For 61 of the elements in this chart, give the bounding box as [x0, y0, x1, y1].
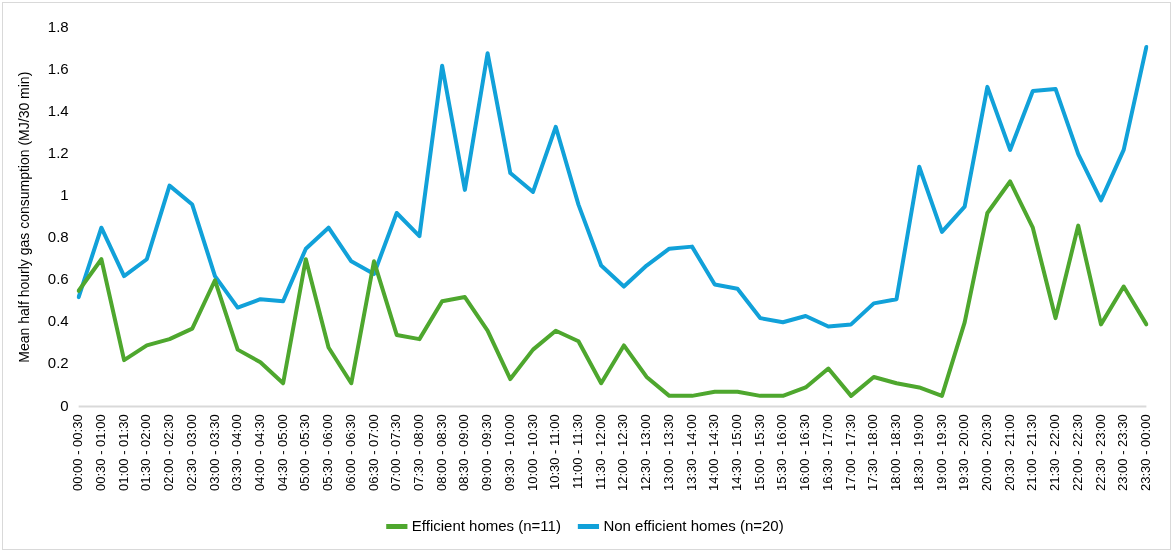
y-tick-label: 0.4 — [47, 312, 69, 330]
x-tick-label: 23:00 - 23:30 — [1115, 414, 1131, 492]
x-tick-label: 20:30 - 21:00 — [1001, 414, 1017, 492]
x-tick-label: 08:30 - 09:00 — [456, 414, 472, 492]
x-tick-label: 21:00 - 21:30 — [1024, 414, 1040, 492]
x-tick-label: 16:00 - 16:30 — [797, 414, 813, 492]
x-tick-label: 11:30 - 12:00 — [592, 414, 608, 491]
legend-label: Efficient homes (n=11) — [411, 516, 561, 534]
x-tick-label: 21:30 - 22:00 — [1047, 414, 1063, 492]
x-tick-label: 19:00 - 19:30 — [933, 414, 949, 492]
y-tick-label: 1 — [60, 186, 69, 204]
y-tick-label: 0.8 — [47, 228, 69, 246]
x-tick-label: 05:30 - 06:00 — [320, 414, 336, 492]
x-tick-label: 08:00 - 08:30 — [433, 414, 449, 492]
x-tick-label: 06:00 - 06:30 — [342, 414, 358, 492]
x-tick-label: 19:30 - 20:00 — [956, 414, 972, 492]
x-tick-label: 22:00 - 22:30 — [1069, 414, 1085, 492]
x-tick-label: 12:00 - 12:30 — [615, 414, 631, 492]
x-tick-label: 04:30 - 05:00 — [274, 414, 290, 492]
y-tick-label: 1.4 — [47, 102, 69, 120]
legend-label: Non efficient homes (n=20) — [603, 516, 784, 534]
y-tick-label: 0.2 — [47, 354, 69, 372]
x-tick-label: 06:30 - 07:00 — [365, 414, 381, 492]
x-tick-label: 03:00 - 03:30 — [206, 414, 222, 492]
x-tick-label: 00:30 - 01:00 — [92, 414, 108, 492]
x-tick-label: 01:30 - 02:00 — [138, 414, 154, 492]
y-tick-label: 1.6 — [47, 60, 69, 78]
x-tick-label: 05:00 - 05:30 — [297, 414, 313, 492]
y-tick-label: 1.8 — [47, 18, 69, 36]
x-tick-label: 17:30 - 18:00 — [865, 414, 881, 492]
x-tick-label: 18:00 - 18:30 — [888, 414, 904, 492]
x-tick-label: 23:30 - 00:00 — [1137, 414, 1153, 492]
x-tick-label: 00:00 - 00:30 — [70, 414, 86, 492]
y-tick-label: 1.2 — [47, 144, 69, 162]
x-tick-label: 07:00 - 07:30 — [388, 414, 404, 492]
x-tick-label: 03:30 - 04:00 — [229, 414, 245, 492]
x-tick-label: 09:30 - 10:00 — [501, 414, 517, 492]
x-tick-label: 04:00 - 04:30 — [251, 414, 267, 492]
x-tick-label: 11:00 - 11:30 — [570, 414, 586, 490]
x-tick-label: 22:30 - 23:00 — [1092, 414, 1108, 492]
x-tick-label: 02:30 - 03:00 — [183, 414, 199, 492]
x-tick-label: 12:30 - 13:00 — [638, 414, 654, 492]
y-axis-title: Mean half hourly gas consumption (MJ/30 min) — [16, 71, 33, 363]
x-tick-label: 10:30 - 11:00 — [547, 414, 563, 491]
x-tick-label: 07:30 - 08:00 — [411, 414, 426, 492]
x-tick-label: 01:00 - 01:30 — [115, 414, 131, 492]
x-tick-label: 17:00 - 17:30 — [842, 414, 858, 492]
x-tick-label: 10:00 - 10:30 — [524, 414, 540, 492]
x-tick-label: 20:00 - 20:30 — [978, 414, 994, 492]
x-tick-label: 14:00 - 14:30 — [706, 414, 722, 492]
x-tick-label: 16:30 - 17:00 — [819, 414, 835, 492]
x-tick-label: 14:30 - 15:00 — [729, 414, 745, 492]
x-tick-label: 15:00 - 15:30 — [751, 414, 767, 492]
x-tick-label: 13:00 - 13:30 — [660, 414, 676, 492]
y-tick-label: 0 — [60, 396, 69, 414]
x-tick-label: 15:30 - 16:00 — [774, 414, 790, 492]
x-tick-label: 09:00 - 09:30 — [479, 414, 495, 492]
x-tick-label: 13:30 - 14:00 — [683, 414, 699, 492]
x-tick-label: 02:00 - 02:30 — [161, 414, 177, 492]
x-tick-label: 18:30 - 19:00 — [910, 414, 926, 492]
y-tick-label: 0.6 — [47, 270, 69, 288]
